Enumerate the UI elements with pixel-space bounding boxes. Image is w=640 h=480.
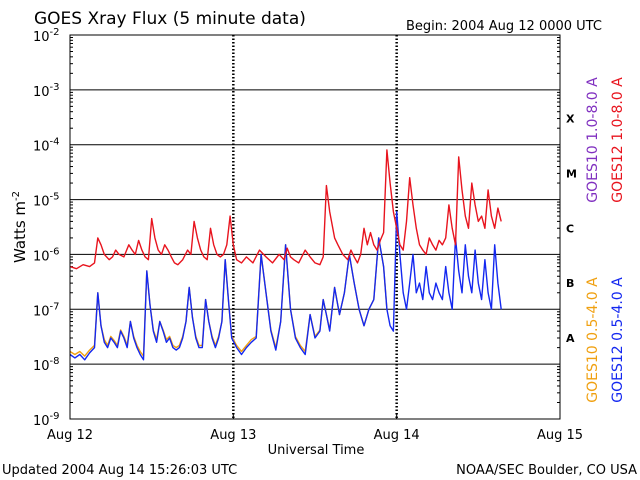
legend-entry: GOES12 0.5-4.0 A	[610, 277, 626, 403]
y-tick-base: 10	[33, 85, 50, 100]
series-line-goes12-1-0-8-0-a	[69, 149, 502, 270]
legend-entry: GOES12 1.0-8.0 A	[610, 77, 626, 203]
y-tick-base: 10	[33, 249, 50, 264]
y-tick-label: 10-8	[33, 356, 60, 374]
series-lines	[69, 149, 502, 361]
y-tick-base: 10	[33, 304, 50, 319]
data-source: NOAA/SEC Boulder, CO USA	[456, 463, 637, 478]
y-tick-label: 10-2	[33, 27, 60, 45]
flare-class-labels: X M C B A	[566, 113, 577, 345]
legend: GOES10 1.0-8.0 A GOES12 1.0-8.0 A GOES10 0…	[585, 77, 626, 403]
y-tick-exponent: -3	[50, 82, 60, 93]
x-axis-label: Universal Time	[268, 443, 365, 458]
y-axis-label-exponent: -2	[11, 191, 22, 201]
y-tick-label: 10-7	[33, 301, 60, 319]
x-tick-label: Aug 14	[374, 428, 420, 443]
y-tick-exponent: -8	[50, 356, 60, 367]
y-tick-label: 10-6	[33, 246, 60, 264]
y-tick-exponent: -5	[50, 192, 60, 203]
grid	[70, 35, 560, 419]
y-tick-base: 10	[33, 30, 50, 45]
flare-class-m: M	[566, 167, 577, 180]
series-line-goes12-0-5-4-0-a	[69, 210, 502, 361]
flare-class-x: X	[566, 113, 575, 126]
legend-entry: GOES10 1.0-8.0 A	[585, 77, 601, 203]
begin-time: Begin: 2004 Aug 12 0000 UTC	[406, 19, 602, 34]
y-tick-label: 10-5	[33, 192, 60, 210]
y-tick-label: 10-9	[33, 411, 60, 429]
flare-class-b: B	[566, 277, 574, 290]
flare-class-a: A	[566, 332, 575, 345]
y-tick-base: 10	[33, 359, 50, 374]
x-tick-labels: Aug 12 Aug 13 Aug 14 Aug 15	[47, 413, 583, 443]
y-tick-label: 10-3	[33, 82, 60, 100]
y-tick-base: 10	[33, 140, 50, 155]
chart-title: GOES Xray Flux (5 minute data)	[34, 9, 306, 29]
y-tick-exponent: -2	[50, 27, 60, 38]
y-tick-labels: 10-210-310-410-510-610-710-810-9	[33, 27, 60, 429]
y-tick-exponent: -4	[50, 137, 60, 148]
flare-class-c: C	[566, 222, 574, 235]
y-tick-base: 10	[33, 414, 50, 429]
y-tick-exponent: -6	[50, 246, 60, 257]
y-tick-label: 10-4	[33, 137, 60, 155]
y-tick-exponent: -7	[50, 301, 60, 312]
x-tick-label: Aug 12	[47, 428, 93, 443]
plot-frame	[69, 34, 561, 420]
y-axis-label: Watts m-2	[11, 191, 29, 263]
y-axis-label-text: Watts m	[11, 201, 29, 263]
y-tick-exponent: -9	[50, 411, 60, 422]
legend-entry: GOES10 0.5-4.0 A	[585, 277, 601, 403]
x-tick-label: Aug 13	[210, 428, 256, 443]
y-tick-base: 10	[33, 195, 50, 210]
updated-timestamp: Updated 2004 Aug 14 15:26:03 UTC	[2, 463, 237, 478]
x-tick-label: Aug 15	[537, 428, 583, 443]
